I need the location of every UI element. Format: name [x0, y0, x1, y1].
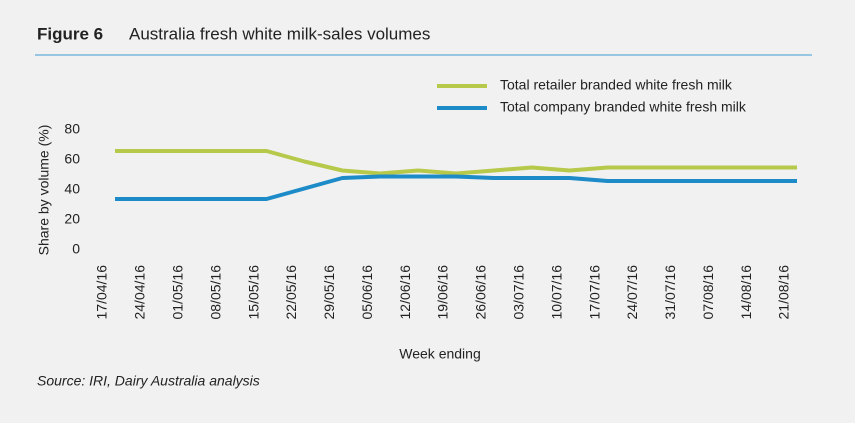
x-tick-label: 10/07/16 [548, 265, 564, 320]
x-axis-label: Week ending [399, 346, 480, 362]
y-tick-label: 60 [64, 151, 80, 167]
source: Source: IRI, Dairy Australia analysis [37, 373, 260, 389]
x-tick-label: 17/07/16 [586, 265, 602, 320]
y-tick-label: 40 [64, 181, 80, 197]
x-tick-label: 19/06/16 [435, 265, 451, 320]
x-tick-label: 17/04/16 [94, 265, 110, 320]
x-tick-label: 08/05/16 [207, 265, 223, 320]
x-tick-label: 24/07/16 [624, 265, 640, 320]
chart-title: Australia fresh white milk-sales volumes [129, 24, 430, 43]
x-tick-label: 15/05/16 [245, 265, 261, 320]
x-tick-label: 01/05/16 [169, 265, 185, 320]
x-tick-label: 12/06/16 [397, 265, 413, 320]
x-tick-label: 31/07/16 [662, 265, 678, 320]
x-tick-label: 22/05/16 [283, 265, 299, 320]
x-tick-label: 24/04/16 [132, 265, 148, 320]
x-tick-label: 03/07/16 [510, 265, 526, 320]
series-line [115, 174, 797, 201]
x-tick-label: 29/05/16 [321, 265, 337, 320]
y-tick-label: 20 [64, 211, 80, 227]
x-tick-label: 14/08/16 [738, 265, 754, 320]
x-tick-label: 21/08/16 [776, 265, 792, 320]
y-tick-label: 80 [64, 121, 80, 137]
legend-label: Total company branded white fresh milk [500, 99, 747, 115]
y-axis-label: Share by volume (%) [36, 125, 52, 256]
legend-label: Total retailer branded white fresh milk [500, 77, 733, 93]
figure-label: Figure 6 [37, 24, 103, 43]
x-tick-label: 05/06/16 [359, 265, 375, 320]
series-line [115, 149, 797, 176]
x-tick-label: 26/06/16 [473, 265, 489, 320]
x-tick-label: 07/08/16 [700, 265, 716, 320]
y-tick-label: 0 [72, 241, 80, 257]
